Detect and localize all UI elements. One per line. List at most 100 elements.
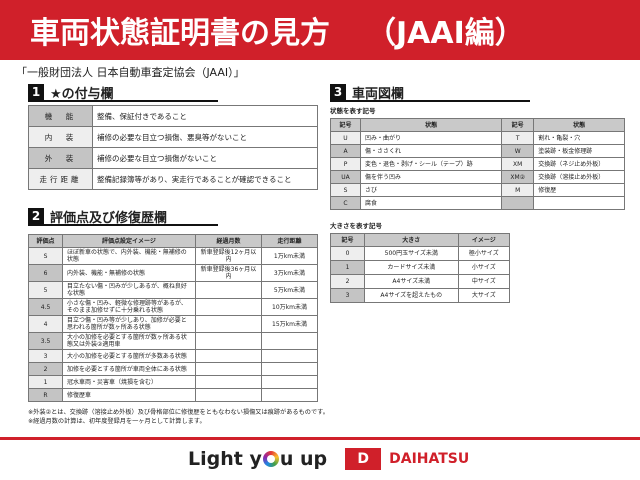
table-cell: 整備記録簿等があり、実走行であることが確認できること — [92, 168, 318, 190]
table-row: 4.5 小さな傷・凹み、軽微な修理跡等があるが、そのまま加修せずに十分乗れる状態 1… — [28, 298, 318, 316]
table-row: 2 加修を必要とする箇所が車両全体にある状態 — [28, 362, 318, 376]
notes: ※外装②とは、交換跡（溶接止め外板）及び骨格部位に修復歴をともなわない損傷又は痕… — [28, 408, 329, 426]
table-row: 走行距離 整備記録簿等があり、実走行であることが確認できること — [28, 168, 318, 190]
table-cell: 15万km未満 — [261, 315, 318, 333]
table-cell: 冠水車両・災害車（焼損を含む） — [62, 375, 196, 389]
table-cell: 経過月数 — [195, 234, 262, 248]
table-cell — [195, 332, 262, 350]
table-cell: 内 装 — [28, 126, 93, 148]
left-column: 1 ★の付与欄 機 能整備、保証付きであること内 装補修の必要な目立つ損傷、悪臭等… — [28, 84, 329, 426]
table-row: S さび M 修復歴 — [330, 183, 625, 197]
table-cell — [195, 298, 262, 316]
table-cell: 交換跡（溶接止め外板） — [533, 170, 625, 184]
table-cell: 記号 — [330, 118, 361, 132]
table-cell: 評価点 — [28, 234, 63, 248]
note: ※経過月数の計算は、初年度登録月を一ヶ月として計算します。 — [28, 418, 206, 425]
table-cell: S — [28, 247, 63, 265]
table-cell — [261, 332, 318, 350]
table-row: U 凹み・曲がり T 割れ・亀裂・穴 — [330, 131, 625, 145]
table-cell: 新車登録後36ヶ月以内 — [195, 264, 262, 282]
table-cell: 5万km未満 — [261, 281, 318, 299]
table-row: 1 カードサイズ未満 小サイズ — [330, 260, 511, 275]
table-cell: 小サイズ — [457, 260, 511, 275]
table-cell: 1 — [28, 375, 63, 389]
table-row: C 腐食 — [330, 196, 625, 210]
organization-label: 「一般財団法人 日本自動車査定協会（JAAI）」 — [16, 66, 245, 79]
table-cell: 加修を必要とする箇所が車両全体にある状態 — [62, 362, 196, 376]
table-cell: 大きさ — [364, 233, 459, 247]
table-cell: 大サイズ — [457, 288, 511, 303]
state-label: 状態を表す記号 — [330, 107, 376, 115]
table-row: 2 A4サイズ未満 中サイズ — [330, 274, 511, 289]
star-table: 機 能整備、保証付きであること内 装補修の必要な目立つ損傷、悪臭等がないこと外 … — [28, 105, 318, 190]
table-cell: イメージ — [457, 233, 511, 247]
table-cell — [501, 196, 535, 210]
table-cell: 整備、保証付きであること — [92, 105, 318, 127]
daihatsu-logo: D DAIHATSU — [345, 448, 469, 470]
size-table: 記号 大きさ イメージ 0 500円玉サイズ未満 極小サイズ 1 カードサイズ未満 小サイズ 2 A… — [330, 233, 511, 303]
divider — [0, 437, 640, 440]
rainbow-o-icon — [262, 451, 279, 467]
table-cell: 記号 — [330, 233, 365, 247]
table-header: 記号 状態 記号 状態 — [330, 118, 625, 132]
table-cell: 3 — [330, 288, 365, 303]
table-cell — [195, 375, 262, 389]
table-cell: 走行距離 — [261, 234, 318, 248]
table-row: R 修復歴車 — [28, 388, 318, 402]
table-row: 3 A4サイズを超えたもの 大サイズ — [330, 288, 511, 303]
brand-name: DAIHATSU — [389, 451, 470, 467]
table-header: 評価点 評価点設定イメージ 経過月数 走行距離 — [28, 234, 318, 248]
table-cell: 3万km未満 — [261, 264, 318, 282]
table-row: 5 目立たない傷・凹みが少しあるが、概ね良好な状態 5万km未満 — [28, 281, 318, 299]
page-title: 車両状態証明書の見方 — [30, 16, 330, 51]
table-row: 0 500円玉サイズ未満 極小サイズ — [330, 246, 511, 261]
table-cell: 小さな傷・凹み、軽微な修理跡等があるが、そのまま加修せずに十分乗れる状態 — [62, 298, 196, 316]
table-cell: 傷・ささくれ — [359, 144, 503, 158]
table-row: A 傷・ささくれ W 塗装跡・板金修理跡 — [330, 144, 625, 158]
table-header: 記号 大きさ イメージ — [330, 233, 511, 247]
section1-heading: 1 ★の付与欄 — [28, 84, 218, 102]
edition-label: （JAAI編） — [366, 16, 525, 51]
table-cell: XM② — [501, 170, 535, 184]
table-cell: 中サイズ — [457, 274, 511, 289]
title-banner: 車両状態証明書の見方 （JAAI編） — [0, 0, 640, 60]
table-cell: 目立つ傷・凹み等が少しあり、加修が必要と思われる箇所が数ヶ所ある状態 — [62, 315, 196, 333]
section-number: 1 — [28, 84, 44, 100]
table-cell: 走行距離 — [28, 168, 93, 190]
table-cell: 3.5 — [28, 332, 63, 350]
table-cell — [195, 281, 262, 299]
table-cell: 目立たない傷・凹みが少しあるが、概ね良好な状態 — [62, 281, 196, 299]
table-cell: C — [330, 196, 361, 210]
table-cell: 2 — [330, 274, 365, 289]
table-cell: 腐食 — [359, 196, 503, 210]
footer: Light y u up D DAIHATSU — [188, 448, 469, 470]
table-cell — [195, 349, 262, 363]
table-cell: 6 — [28, 264, 63, 282]
table-cell: 極小サイズ — [457, 246, 511, 261]
table-cell: 4 — [28, 315, 63, 333]
table-cell: 交換跡（ネジ止め外板） — [533, 157, 625, 171]
table-row: 1 冠水車両・災害車（焼損を含む） — [28, 375, 318, 389]
table-cell: 塗装跡・板金修理跡 — [533, 144, 625, 158]
table-row: S ほぼ新車の状態で、内外装、機能・無補修の状態 新車登録後12ヶ月以内 1万km未満 — [28, 247, 318, 265]
section3-heading: 3 車両図欄 — [330, 84, 530, 102]
table-cell: 大小の加修を必要とする箇所が数ヶ所ある状態又は外装②適用車 — [62, 332, 196, 350]
table-cell: 1 — [330, 260, 365, 275]
table-cell: 傷を伴う凹み — [359, 170, 503, 184]
table-cell: 1万km未満 — [261, 247, 318, 265]
slogan-logo: Light y u up — [188, 448, 327, 470]
table-cell — [261, 362, 318, 376]
table-cell: 割れ・亀裂・穴 — [533, 131, 625, 145]
table-cell: M — [501, 183, 535, 197]
state-table: 記号 状態 記号 状態 U 凹み・曲がり T 割れ・亀裂・穴 A 傷・ささくれ W 塗装跡・板金修理跡… — [330, 118, 625, 210]
table-row: 外 装補修の必要な目立つ損傷がないこと — [28, 147, 318, 169]
table-cell — [533, 196, 625, 210]
table-cell — [195, 388, 262, 402]
right-column: 3 車両図欄 状態を表す記号 記号 状態 記号 状態 U 凹み・曲がり T 割れ・亀裂・穴 A 傷・… — [330, 84, 625, 303]
slogan-text: u up — [279, 448, 328, 470]
table-row: 機 能整備、保証付きであること — [28, 105, 318, 127]
table-cell: 修復歴車 — [62, 388, 196, 402]
table-row: 内 装補修の必要な目立つ損傷、悪臭等がないこと — [28, 126, 318, 148]
table-row: 3 大小の加修を必要とする箇所が多数ある状態 — [28, 349, 318, 363]
table-row: 4 目立つ傷・凹み等が少しあり、加修が必要と思われる箇所が数ヶ所ある状態 15万km… — [28, 315, 318, 333]
